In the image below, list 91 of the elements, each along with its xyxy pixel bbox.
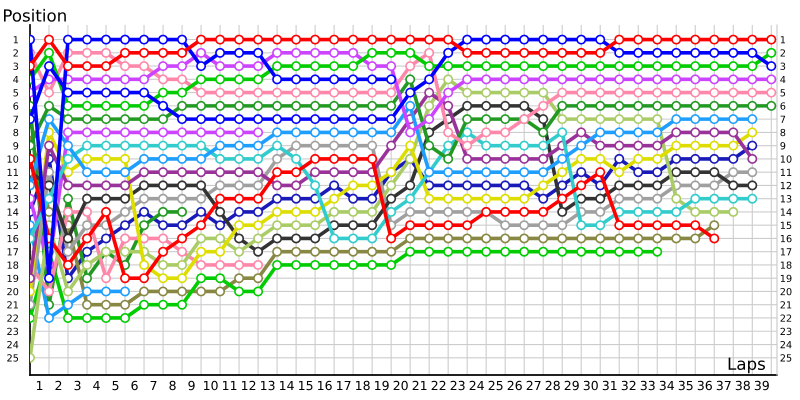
y2-tick-label: 20	[780, 288, 792, 296]
y-tick-label: 18	[8, 261, 18, 269]
x-tick-label: 16	[318, 380, 332, 390]
y2-tick-label: 22	[780, 314, 792, 322]
x-tick-label: 32	[622, 380, 636, 390]
x-tick-label: 37	[716, 380, 731, 390]
y-tick-label: 4	[13, 76, 18, 84]
y2-tick-label: 4	[780, 76, 786, 84]
x-tick-label: 18	[356, 380, 370, 390]
x-tick-label: 5	[112, 380, 118, 390]
y2-tick-label: 25	[780, 354, 792, 362]
y2-tick-label: 2	[780, 49, 785, 57]
x-tick-label: 36	[698, 380, 712, 390]
x-tick-label: 34	[660, 380, 674, 390]
y-tick-label: 9	[13, 142, 18, 150]
x-tick-label: 27	[526, 380, 541, 390]
y2-tick-label: 13	[780, 195, 792, 203]
x-axis-title: Laps	[728, 358, 765, 374]
x-tick-label: 38	[736, 380, 750, 390]
y-tick-label: 2	[13, 49, 18, 57]
x-tick-label: 3	[74, 380, 80, 390]
y-tick-label: 23	[7, 328, 18, 336]
x-tick-label: 2	[55, 380, 62, 390]
y2-tick-label: 18	[780, 261, 792, 269]
y-tick-label: 1	[14, 36, 18, 44]
y-tick-label: 10	[8, 155, 18, 163]
y-tick-label: 3	[13, 62, 18, 70]
y-tick-label: 6	[13, 102, 18, 110]
y-tick-label: 21	[7, 301, 18, 308]
y-tick-label: 7	[14, 116, 18, 123]
x-tick-label: 28	[546, 380, 560, 390]
y2-tick-label: 8	[780, 128, 786, 136]
x-tick-label: 21	[412, 380, 426, 390]
y2-tick-label: 17	[780, 248, 792, 256]
x-tick-label: 23	[450, 380, 465, 390]
x-tick-label: 10	[204, 380, 218, 390]
x-tick-label: 12	[242, 380, 256, 390]
y2-tick-label: 21	[780, 301, 792, 308]
y2-tick-label: 7	[780, 116, 786, 123]
x-tick-label: 35	[678, 380, 693, 390]
x-tick-label: 39	[754, 380, 769, 390]
y-tick-label: 16	[8, 234, 18, 242]
y2-tick-label: 3	[780, 62, 786, 70]
y-axis-title: Position	[4, 8, 66, 22]
y-tick-label: 8	[13, 128, 18, 136]
x-tick-label: 25	[488, 380, 503, 390]
y2-tick-label: 10	[780, 155, 792, 163]
y2-tick-label: 6	[780, 102, 786, 110]
x-tick-label: 1	[36, 380, 42, 390]
x-tick-label: 20	[394, 380, 408, 390]
y2-tick-label: 9	[780, 142, 786, 150]
y-tick-label: 5	[13, 89, 18, 96]
x-tick-label: 14	[280, 380, 294, 390]
x-tick-label: 15	[299, 380, 312, 390]
x-tick-label: 26	[508, 380, 522, 390]
y-tick-label: 24	[7, 340, 18, 348]
x-tick-label: 24	[470, 380, 484, 390]
y2-tick-label: 1	[780, 36, 786, 44]
y2-tick-label: 14	[780, 208, 792, 216]
x-tick-label: 6	[131, 380, 138, 390]
x-tick-label: 31	[602, 380, 617, 390]
y-tick-label: 22	[7, 314, 18, 322]
x-tick-label: 22	[432, 380, 446, 390]
y2-tick-label: 16	[780, 234, 792, 242]
y-tick-label: 11	[8, 168, 18, 176]
y2-tick-label: 15	[780, 222, 792, 230]
y-tick-label: 13	[8, 195, 18, 203]
x-tick-label: 33	[640, 380, 655, 390]
y-tick-label: 15	[8, 222, 18, 230]
x-tick-label: 17	[337, 380, 351, 390]
y-tick-label: 25	[7, 354, 18, 362]
x-tick-label: 11	[223, 380, 236, 390]
y2-tick-label: 24	[780, 340, 792, 348]
x-tick-label: 9	[188, 380, 195, 390]
y2-tick-label: 23	[780, 328, 792, 336]
x-tick-label: 4	[93, 380, 100, 390]
y2-tick-label: 19	[780, 274, 792, 282]
y-tick-label: 17	[8, 248, 18, 256]
y2-tick-label: 5	[780, 89, 786, 96]
y-tick-label: 20	[7, 288, 18, 296]
x-tick-label: 8	[169, 380, 176, 390]
x-tick-label: 13	[261, 380, 275, 390]
y2-tick-label: 11	[780, 168, 792, 176]
x-tick-label: 7	[150, 380, 156, 390]
y-tick-label: 19	[8, 274, 18, 282]
x-tick-label: 30	[584, 380, 598, 390]
x-tick-label: 19	[375, 380, 389, 390]
y-tick-label: 14	[8, 208, 18, 216]
x-tick-label: 29	[564, 380, 579, 390]
y-tick-label: 12	[8, 182, 18, 190]
y2-tick-label: 12	[780, 182, 792, 190]
